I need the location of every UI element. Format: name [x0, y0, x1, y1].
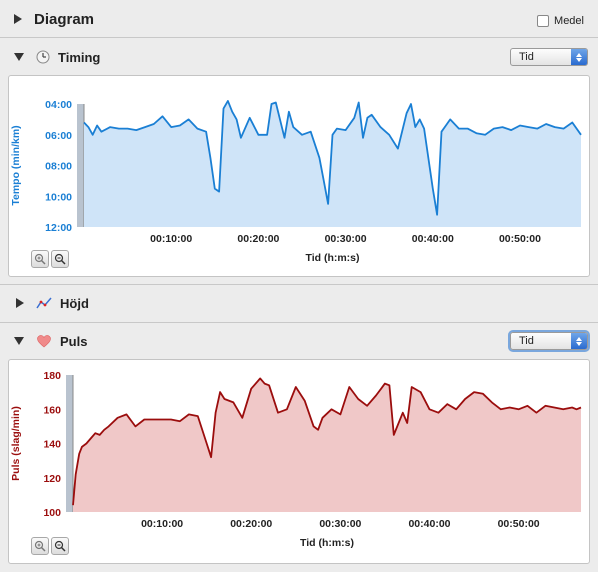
heart-icon	[36, 334, 52, 348]
y-tick-label: 100	[43, 507, 61, 519]
collapse-triangle-icon[interactable]	[16, 298, 24, 308]
series-line	[83, 100, 582, 216]
y-tick-label: 180	[43, 370, 61, 382]
clock-icon	[36, 50, 50, 64]
zoom-in-button[interactable]	[31, 250, 49, 268]
y-tick-label: 04:00	[45, 99, 72, 111]
y-tick-label: 120	[43, 473, 61, 485]
timing-chart: 04:00 06:00 08:00 10:00 12:00 00:10:00 00:20:0…	[10, 99, 582, 264]
diagram-title: Diagram	[34, 10, 95, 28]
x-tick-label: 00:30:00	[319, 518, 361, 530]
zoom-out-icon	[54, 253, 66, 265]
x-tick-label: 00:40:00	[412, 233, 454, 245]
select-arrows-icon	[571, 49, 587, 65]
series-area	[84, 100, 581, 227]
zoom-out-icon	[54, 540, 66, 552]
y-axis-label: Tempo (min/km)	[10, 125, 22, 205]
zoom-out-button[interactable]	[51, 537, 69, 555]
y-tick-label: 160	[43, 404, 61, 416]
divider	[0, 322, 598, 323]
y-tick-label: 10:00	[45, 191, 72, 203]
x-tick-label: 00:20:00	[237, 233, 279, 245]
elevation-chart-icon	[36, 296, 52, 310]
zoom-out-button[interactable]	[51, 250, 69, 268]
select-arrows-icon	[571, 333, 587, 349]
zoom-in-icon	[34, 253, 46, 265]
x-tick-label: 00:40:00	[408, 518, 450, 530]
diagram-header: Diagram Medel	[0, 2, 598, 36]
expand-triangle-icon[interactable]	[14, 53, 24, 61]
puls-axis-select[interactable]: Tid	[510, 332, 588, 350]
timing-chart-box: 04:00 06:00 08:00 10:00 12:00 00:10:00 00:20:0…	[8, 75, 590, 277]
y-tick-label: 06:00	[45, 130, 72, 142]
zoom-in-icon	[34, 540, 46, 552]
y-axis-bar	[66, 375, 73, 512]
divider	[0, 37, 598, 38]
timing-header: Timing	[0, 40, 598, 74]
medel-checkbox-wrap[interactable]: Medel	[537, 15, 584, 27]
x-tick-label: 00:10:00	[141, 518, 183, 530]
puls-select-value: Tid	[519, 335, 534, 347]
y-axis-label: Puls (slag/min)	[10, 406, 22, 481]
expand-triangle-icon[interactable]	[14, 337, 24, 345]
puls-chart: 180 160 140 120 100 00:10:00 00:20:00 00:30:00 0…	[10, 370, 582, 549]
hojd-title: Höjd	[60, 295, 89, 311]
x-tick-label: 00:50:00	[499, 233, 541, 245]
x-tick-label: 00:10:00	[150, 233, 192, 245]
hojd-header: Höjd	[0, 286, 598, 320]
divider	[0, 284, 598, 285]
timing-axis-select[interactable]: Tid	[510, 48, 588, 66]
puls-title: Puls	[60, 333, 88, 349]
zoom-in-button[interactable]	[31, 537, 49, 555]
x-tick-label: 00:50:00	[498, 518, 540, 530]
x-axis-label: Tid (h:m:s)	[300, 537, 354, 549]
y-tick-label: 140	[43, 439, 61, 451]
x-axis-label: Tid (h:m:s)	[305, 252, 359, 264]
collapse-triangle-icon[interactable]	[14, 14, 22, 24]
x-tick-label: 00:20:00	[230, 518, 272, 530]
puls-header: Puls	[0, 324, 598, 358]
y-tick-label: 08:00	[45, 161, 72, 173]
y-axis-bar	[77, 104, 84, 227]
timing-title: Timing	[58, 49, 101, 65]
y-tick-label: 12:00	[45, 222, 72, 234]
puls-chart-box: 180 160 140 120 100 00:10:00 00:20:00 00:30:00 0…	[8, 359, 590, 564]
medel-label: Medel	[554, 15, 584, 27]
series-line	[72, 377, 582, 506]
timing-select-value: Tid	[519, 51, 534, 63]
series-area	[73, 378, 581, 512]
medel-checkbox[interactable]	[537, 15, 550, 27]
x-tick-label: 00:30:00	[325, 233, 367, 245]
